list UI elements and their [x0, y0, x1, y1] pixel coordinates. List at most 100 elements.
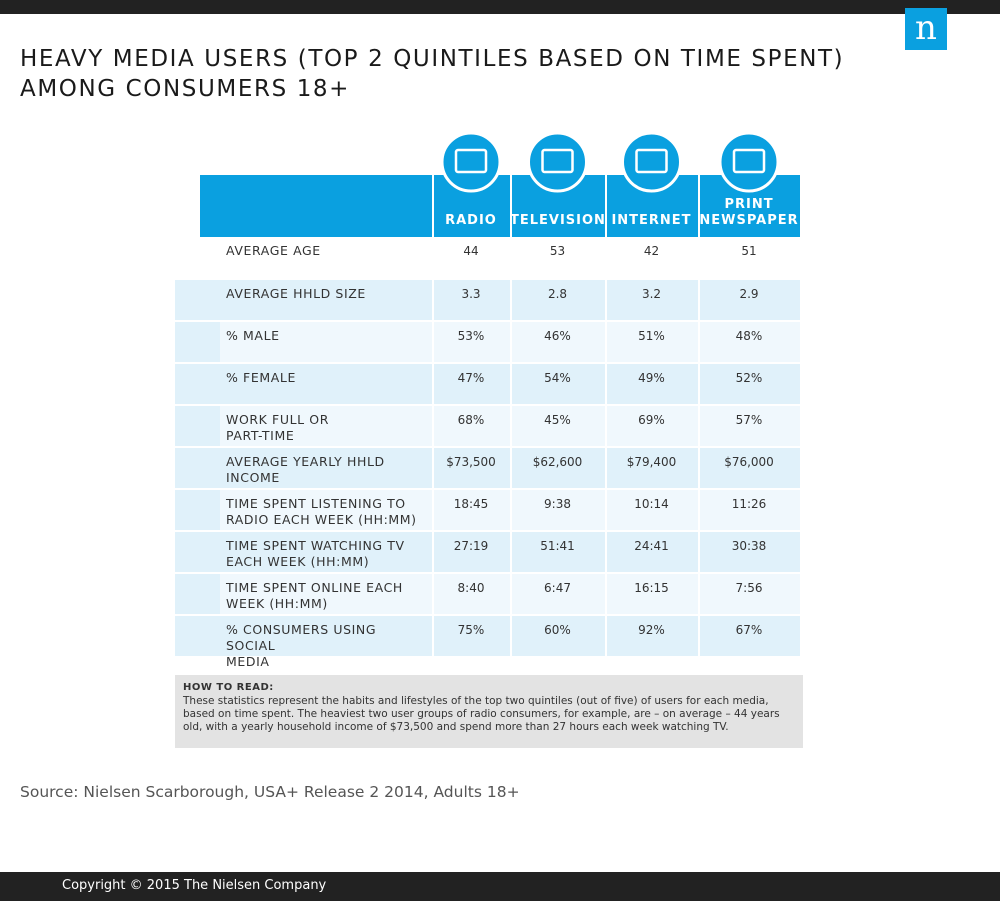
cell-divider [698, 490, 700, 530]
cell-divider [510, 364, 512, 404]
cell-divider [510, 448, 512, 488]
cell-divider [605, 490, 607, 530]
column-header: TELEVISION [510, 213, 605, 229]
cell-value: 48% [735, 329, 763, 343]
row-label-line: AVERAGE AGE [226, 243, 321, 258]
icon-part [527, 131, 588, 193]
header-band [200, 175, 800, 237]
icon-cell [175, 406, 220, 446]
icon-part [718, 131, 780, 193]
cell-value: 30:38 [731, 539, 767, 553]
title: HEAVY MEDIA USERS (TOP 2 QUINTILES BASED… [20, 46, 845, 72]
cell-divider [698, 616, 700, 656]
title: AMONG CONSUMERS 18+ [20, 76, 351, 102]
cell-divider [605, 532, 607, 572]
cell-divider [432, 616, 434, 656]
row-label-line: PART-TIME [226, 428, 295, 443]
icon-cell [175, 364, 220, 404]
row-label: % CONSUMERS USING SOCIAL MEDIA [226, 622, 426, 670]
cell-value: 6:47 [544, 581, 571, 595]
cell-value: 51 [741, 244, 757, 258]
row-label-line: TIME SPENT WATCHING TV [226, 538, 405, 553]
icon-cell [175, 574, 220, 614]
cell-value: 24:41 [634, 539, 669, 553]
cell-divider [510, 490, 512, 530]
source: Source: Nielsen Scarborough, USA+ Releas… [20, 783, 520, 801]
row-label-line: AVERAGE HHLD SIZE [226, 286, 366, 301]
cell-value: 52% [735, 371, 763, 385]
cell-value: 2.8 [547, 287, 568, 301]
top-bar [0, 0, 1000, 14]
cell-value: 54% [544, 371, 571, 385]
cell-divider [432, 280, 434, 320]
cell-value: 10:14 [634, 497, 669, 511]
cell-value: 18:45 [453, 497, 489, 511]
cell-value: 69% [638, 413, 665, 427]
column-header: RADIO [432, 213, 510, 229]
row-label-line: MEDIA [226, 654, 270, 669]
column-header-line: PRINT [724, 197, 774, 212]
cell-value: 92% [638, 623, 665, 637]
icon-part [732, 148, 766, 174]
row-label-line: AVERAGE YEARLY HHLD [226, 454, 385, 469]
cell-value: 53% [457, 329, 485, 343]
cell-divider [510, 322, 512, 362]
cell-value: 42 [643, 244, 660, 258]
row-label: AVERAGE YEARLY HHLD INCOME [226, 454, 426, 486]
cell-divider [605, 322, 607, 362]
cell-value: $76,000 [724, 455, 774, 469]
cell-divider [605, 280, 607, 320]
cell-divider [432, 364, 434, 404]
row-label-line: TIME SPENT LISTENING TO [226, 496, 406, 511]
cell-divider [432, 574, 434, 614]
cell-value: 9:38 [544, 497, 571, 511]
cell-value: 67% [735, 623, 763, 637]
row-label-line: INCOME [226, 470, 280, 485]
column-divider [698, 175, 700, 237]
icon-cell [175, 532, 220, 572]
column-header-line: RADIO [445, 213, 497, 228]
cell-value: 44 [463, 244, 479, 258]
row-label: % FEMALE [226, 370, 426, 386]
cell-value: 45% [544, 413, 571, 427]
cell-divider [432, 322, 434, 362]
column-header-line: NEWSPAPER [699, 213, 799, 228]
row-label-line: WEEK (HH:MM) [226, 596, 328, 611]
cell-divider [432, 532, 434, 572]
cell-divider [432, 406, 434, 446]
cell-divider [510, 280, 512, 320]
cell-value: $73,500 [446, 455, 496, 469]
icon-cell [175, 280, 220, 320]
cell-value: 8:40 [457, 581, 485, 595]
cell-value: 2.9 [739, 287, 759, 301]
note-text: These statistics represent the habits an… [183, 695, 780, 733]
cell-value: 49% [638, 371, 665, 385]
row-label-line: RADIO EACH WEEK (HH:MM) [226, 512, 417, 527]
cell-value: $79,400 [626, 455, 677, 469]
cell-divider [698, 406, 700, 446]
column-divider [510, 175, 512, 237]
bottom-bar [0, 872, 1000, 901]
cell-divider [605, 616, 607, 656]
cell-value: 46% [544, 329, 571, 343]
cell-value: 51% [638, 329, 665, 343]
cell-divider [698, 532, 700, 572]
row-label: AVERAGE AGE [226, 243, 426, 259]
row-label-line: % CONSUMERS USING SOCIAL [226, 622, 377, 653]
row-label: AVERAGE HHLD SIZE [226, 286, 426, 302]
row-label: % MALE [226, 328, 426, 344]
copyright: Copyright © 2015 The Nielsen Company [62, 878, 327, 893]
icon-part [635, 148, 668, 174]
cell-value: 75% [457, 623, 485, 637]
cell-divider [510, 574, 512, 614]
cell-divider [698, 574, 700, 614]
cell-value: 16:15 [634, 581, 669, 595]
cell-divider [605, 448, 607, 488]
cell-divider [698, 448, 700, 488]
cell-value: 51:41 [540, 539, 575, 553]
row-label-line: % FEMALE [226, 370, 296, 385]
row-label: TIME SPENT WATCHING TV EACH WEEK (HH:MM) [226, 538, 426, 570]
row-label-line: WORK FULL OR [226, 412, 330, 427]
icon-cell [175, 490, 220, 530]
